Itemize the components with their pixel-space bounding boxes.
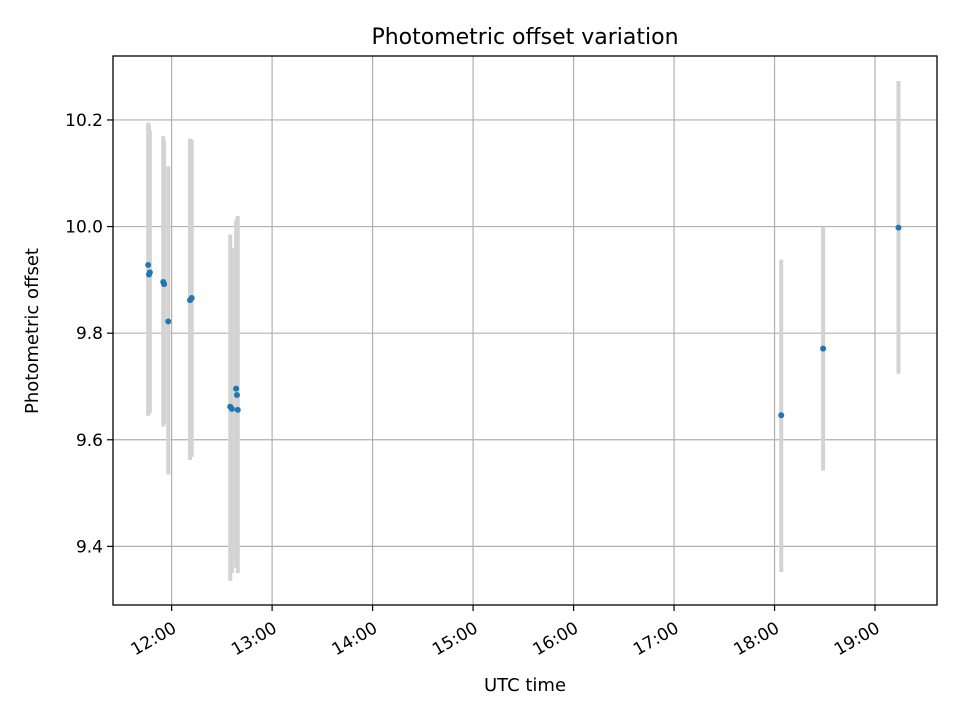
y-tick-label: 9.4 xyxy=(76,537,103,557)
data-point xyxy=(233,385,240,392)
data-point xyxy=(165,318,172,325)
x-tick-label: 15:00 xyxy=(429,618,481,660)
tick-layer: 12:00 13:00 14:00 15:00 16:00 17:00 18:00 19:00… xyxy=(65,111,883,660)
x-tick-label: 14:00 xyxy=(329,618,381,660)
y-tick-label: 9.6 xyxy=(76,431,103,451)
data-point xyxy=(820,345,827,352)
x-tick-label: 13:00 xyxy=(228,618,280,660)
plot-frame xyxy=(112,55,938,606)
data-point xyxy=(895,224,902,231)
x-tick-label: 17:00 xyxy=(630,618,682,660)
data-point xyxy=(234,406,241,413)
y-tick-label: 10.2 xyxy=(65,111,103,131)
x-tick-label: 12:00 xyxy=(128,618,180,660)
data-point xyxy=(233,391,240,398)
y-axis-label: Photometric offset xyxy=(22,248,43,414)
data-point xyxy=(228,405,235,412)
x-tick-label: 18:00 xyxy=(731,618,783,660)
data-point xyxy=(188,294,195,301)
x-tick-label: 16:00 xyxy=(530,618,582,660)
grid-layer xyxy=(113,56,937,605)
data-point xyxy=(778,412,785,419)
point-layer xyxy=(145,224,902,419)
x-tick-label: 19:00 xyxy=(831,618,883,660)
data-point xyxy=(146,271,153,278)
error-bar-layer xyxy=(146,81,901,582)
y-tick-label: 10.0 xyxy=(65,218,103,238)
chart-title: Photometric offset variation xyxy=(371,25,678,50)
y-tick-label: 9.8 xyxy=(76,324,103,344)
x-axis-label: UTC time xyxy=(484,675,566,696)
data-point xyxy=(145,261,152,268)
data-point xyxy=(161,281,168,288)
